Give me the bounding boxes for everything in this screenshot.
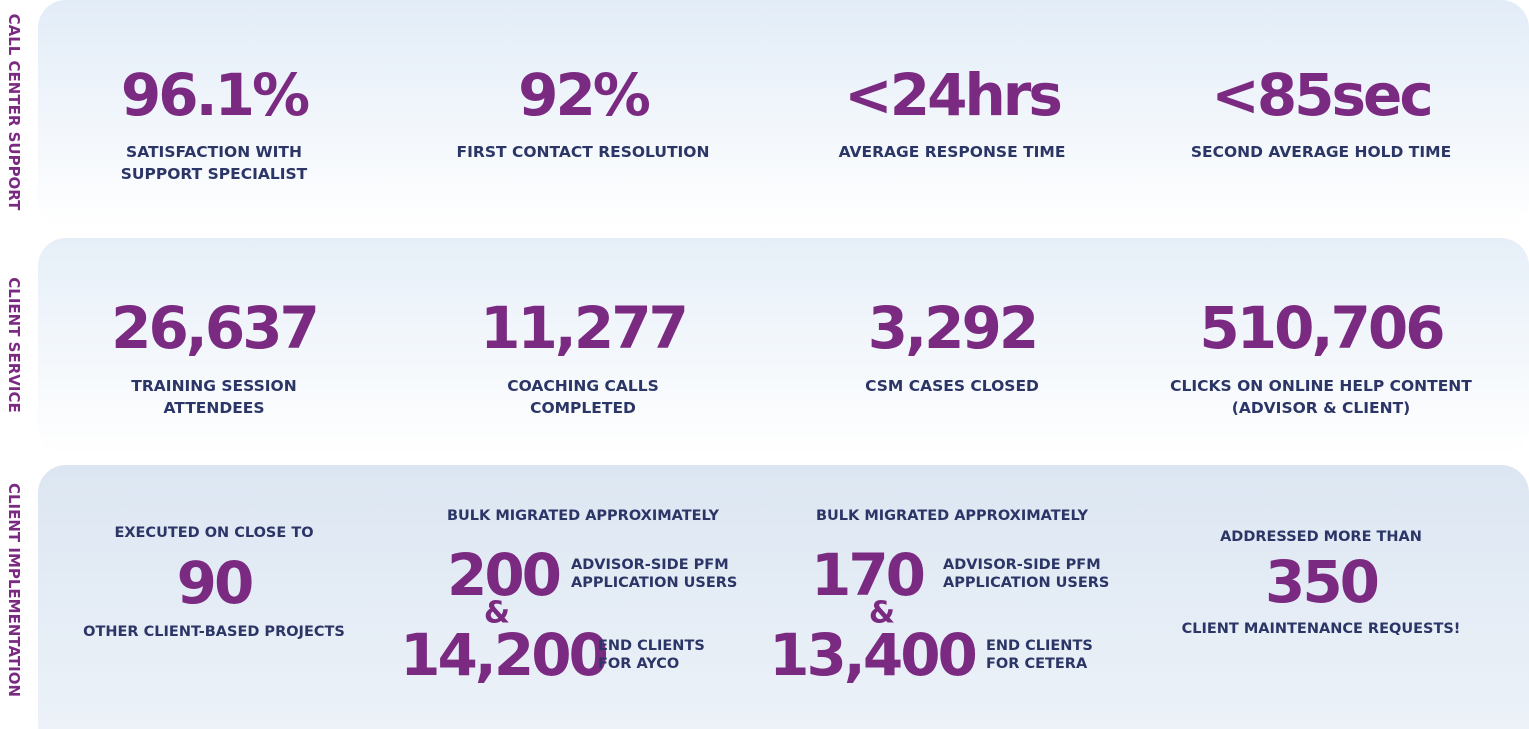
stat-value: 92% — [518, 61, 651, 129]
panel — [38, 0, 1529, 228]
panel — [38, 238, 1529, 456]
stat-value: 350 — [1264, 548, 1380, 616]
stat-caption: FOR CETERA — [986, 656, 1088, 672]
stat-value: 3,292 — [867, 294, 1039, 362]
stat-intro: EXECUTED ON CLOSE TO — [114, 525, 314, 541]
joiner: & — [868, 595, 896, 631]
stat-intro: BULK MIGRATED APPROXIMATELY — [446, 508, 720, 524]
stat-caption: FOR AYCO — [598, 656, 680, 672]
stat-caption: OTHER CLIENT-BASED PROJECTS — [83, 624, 345, 640]
stat-caption: (ADVISOR & CLIENT) — [1231, 399, 1411, 417]
stat-caption: SUPPORT SPECIALIST — [120, 165, 308, 183]
stat-value: 510,706 — [1199, 294, 1445, 362]
stat-caption: SATISFACTION WITH — [126, 143, 302, 161]
stat-caption: APPLICATION USERS — [571, 575, 738, 591]
stat-caption: APPLICATION USERS — [943, 575, 1110, 591]
stat-caption: END CLIENTS — [598, 638, 705, 654]
stat-value: 11,277 — [480, 294, 689, 362]
stat-value: <24hrs — [844, 61, 1063, 129]
stat-caption: END CLIENTS — [986, 638, 1093, 654]
stat-intro: BULK MIGRATED APPROXIMATELY — [815, 508, 1089, 524]
stat-caption: COACHING CALLS — [507, 377, 659, 395]
stat-caption: ADVISOR-SIDE PFM — [571, 557, 729, 573]
stat-caption: FIRST CONTACT RESOLUTION — [456, 143, 710, 161]
stat-value: 14,200 — [400, 621, 609, 689]
stat-value: 200 — [446, 541, 562, 609]
stat-caption: AVERAGE RESPONSE TIME — [838, 143, 1066, 161]
stat-value: 13,400 — [769, 621, 978, 689]
stat-caption: CSM CASES CLOSED — [865, 377, 1039, 395]
stat-value: 96.1% — [120, 61, 310, 129]
panel — [38, 465, 1529, 729]
stat-caption: ATTENDEES — [163, 399, 265, 417]
stat-caption: ADVISOR-SIDE PFM — [943, 557, 1101, 573]
stat-caption: CLICKS ON ONLINE HELP CONTENT — [1170, 377, 1472, 395]
stat-caption: CLIENT MAINTENANCE REQUESTS! — [1181, 621, 1461, 637]
stat-value: 90 — [176, 549, 255, 617]
stat-value: 170 — [810, 541, 926, 609]
stat-value: <85sec — [1211, 61, 1434, 129]
stat-intro: ADDRESSED MORE THAN — [1220, 529, 1422, 545]
stat-caption: COMPLETED — [530, 399, 636, 417]
stat-caption: SECOND AVERAGE HOLD TIME — [1190, 143, 1452, 161]
section-label: CLIENT SERVICE — [5, 277, 23, 413]
stat-caption: TRAINING SESSION — [131, 377, 297, 395]
section-label: CLIENT IMPLEMENTATION — [5, 482, 23, 698]
stat-value: 26,637 — [111, 294, 320, 362]
joiner: & — [483, 595, 511, 631]
section-label: CALL CENTER SUPPORT — [5, 13, 23, 211]
